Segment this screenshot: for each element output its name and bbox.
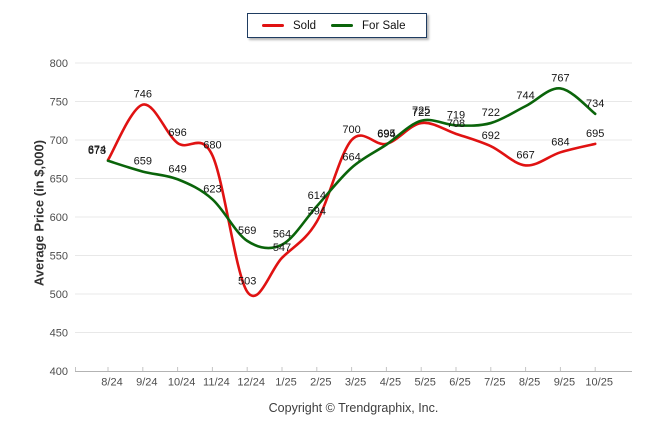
chart-legend: Sold For Sale bbox=[247, 13, 427, 38]
point-label-for-sale: 719 bbox=[447, 109, 465, 121]
x-tick-label: 11/24 bbox=[203, 377, 230, 389]
x-tick-label: 10/24 bbox=[168, 377, 196, 389]
legend-label-for-sale: For Sale bbox=[362, 19, 406, 32]
sold-line-swatch bbox=[262, 24, 284, 27]
y-tick-label: 700 bbox=[50, 135, 68, 147]
point-label-sold: 680 bbox=[203, 139, 221, 151]
point-label-sold: 708 bbox=[447, 118, 465, 130]
x-tick-label: 2/25 bbox=[310, 377, 331, 389]
point-label-for-sale: 564 bbox=[273, 229, 291, 241]
point-label-sold: 547 bbox=[273, 242, 291, 254]
x-tick-label: 10/25 bbox=[585, 377, 613, 389]
point-label-sold: 695 bbox=[586, 128, 604, 140]
point-label-for-sale: 614 bbox=[308, 190, 326, 202]
x-tick-label: 1/25 bbox=[275, 377, 296, 389]
series-line-sold bbox=[106, 103, 597, 297]
y-tick-label: 500 bbox=[50, 289, 68, 301]
x-tick-label: 6/25 bbox=[449, 377, 470, 389]
point-label-sold: 695 bbox=[377, 128, 395, 140]
point-label-for-sale: 744 bbox=[516, 90, 534, 102]
point-label-for-sale: 722 bbox=[482, 107, 500, 119]
y-axis-title: Average Price (in $,000) bbox=[31, 139, 47, 287]
legend-label-sold: Sold bbox=[293, 19, 317, 32]
for-sale-line-swatch bbox=[331, 24, 354, 27]
x-tick-label: 4/25 bbox=[380, 377, 401, 389]
point-label-sold: 696 bbox=[168, 127, 186, 139]
y-tick-label: 550 bbox=[50, 251, 68, 263]
point-label-sold: 700 bbox=[342, 124, 360, 136]
point-label-for-sale: 649 bbox=[168, 163, 186, 175]
point-label-for-sale: 725 bbox=[412, 105, 430, 117]
x-tick-label: 8/25 bbox=[519, 377, 540, 389]
x-tick-label: 9/25 bbox=[554, 377, 575, 389]
point-label-for-sale: 659 bbox=[134, 156, 152, 168]
point-label-sold: 684 bbox=[551, 136, 569, 148]
y-tick-label: 600 bbox=[50, 212, 68, 224]
point-label-sold: 674 bbox=[88, 144, 106, 156]
series-line-for-sale bbox=[106, 87, 597, 250]
point-label-sold: 503 bbox=[238, 276, 256, 288]
point-label-sold: 692 bbox=[482, 130, 500, 142]
point-label-sold: 667 bbox=[516, 149, 534, 161]
copyright-text: Copyright © Trendgraphix, Inc. bbox=[268, 401, 439, 415]
point-label-for-sale: 734 bbox=[586, 98, 604, 110]
y-tick-label: 650 bbox=[50, 174, 68, 186]
point-label-for-sale: 673 bbox=[88, 145, 106, 157]
point-label-sold: 746 bbox=[134, 89, 152, 101]
y-tick-label: 450 bbox=[50, 328, 68, 340]
point-label-for-sale: 569 bbox=[238, 225, 256, 237]
y-tick-label: 400 bbox=[50, 366, 68, 378]
x-tick-label: 5/25 bbox=[414, 377, 435, 389]
x-tick-label: 8/24 bbox=[101, 377, 122, 389]
y-tick-label: 800 bbox=[50, 58, 68, 70]
point-label-for-sale: 767 bbox=[551, 72, 569, 84]
point-label-sold: 594 bbox=[308, 206, 326, 218]
x-tick-label: 9/24 bbox=[136, 377, 157, 389]
point-label-for-sale: 664 bbox=[342, 152, 360, 164]
point-label-for-sale: 623 bbox=[203, 183, 221, 195]
point-label-for-sale: 694 bbox=[377, 129, 395, 141]
x-tick-label: 7/25 bbox=[484, 377, 505, 389]
y-tick-label: 750 bbox=[50, 97, 68, 109]
x-tick-label: 3/25 bbox=[345, 377, 366, 389]
x-tick-label: 12/24 bbox=[237, 377, 265, 389]
point-label-sold: 722 bbox=[412, 107, 430, 119]
